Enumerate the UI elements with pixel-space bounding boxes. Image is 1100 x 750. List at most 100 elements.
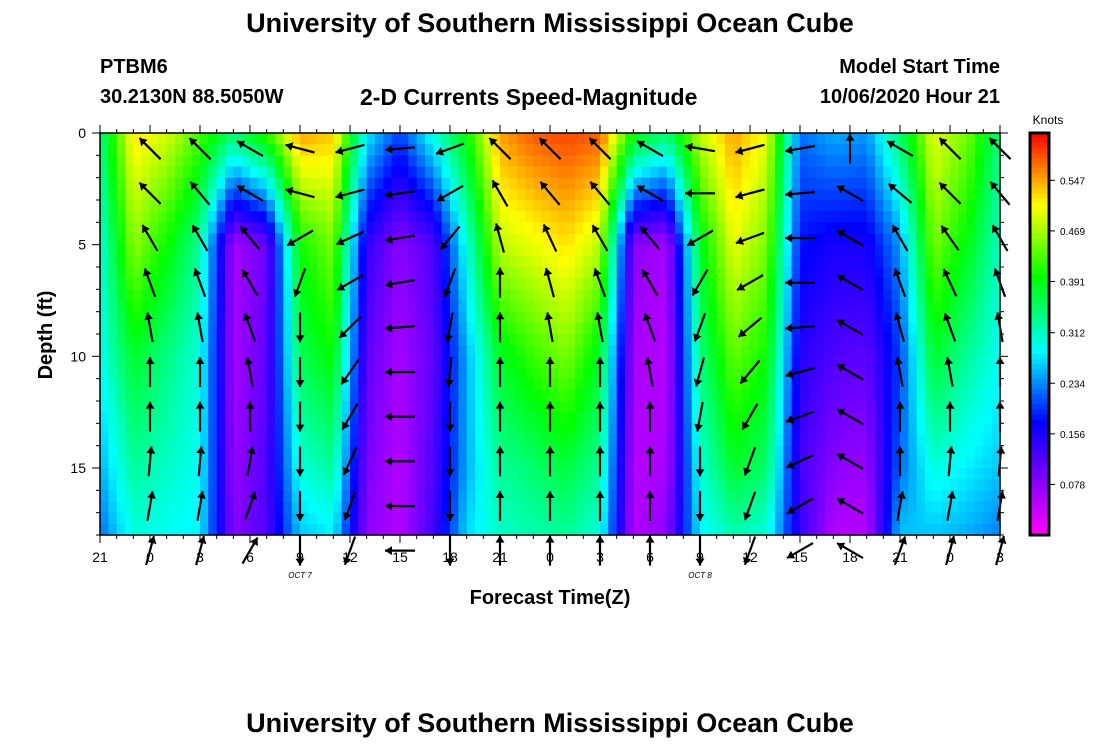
- heatmap-cell: [300, 434, 309, 447]
- colorbar-segment: [1030, 509, 1049, 516]
- heatmap-cell: [750, 267, 759, 279]
- heatmap-cell: [591, 211, 601, 223]
- heatmap-cell: [575, 211, 584, 223]
- heatmap-cell: [775, 334, 784, 346]
- heatmap-cell: [666, 222, 676, 235]
- heatmap-cell: [166, 501, 176, 514]
- heatmap-cell: [300, 412, 309, 424]
- heatmap-cell: [975, 166, 984, 179]
- heatmap-cell: [533, 468, 543, 480]
- heatmap-cell: [341, 468, 351, 480]
- heatmap-cell: [683, 412, 693, 424]
- heatmap-cell: [891, 233, 901, 246]
- heatmap-cell: [700, 211, 709, 223]
- heatmap-cell: [208, 322, 218, 335]
- heatmap-cell: [300, 445, 309, 458]
- heatmap-cell: [425, 233, 434, 246]
- heatmap-cell: [516, 166, 526, 179]
- heatmap-cell: [925, 356, 934, 369]
- heatmap-cell: [833, 456, 843, 469]
- heatmap-cell: [533, 255, 543, 268]
- heatmap-cell: [200, 345, 209, 357]
- heatmap-cell: [308, 322, 318, 335]
- heatmap-cell: [750, 423, 759, 436]
- heatmap-cell: [175, 177, 184, 190]
- heatmap-cell: [866, 166, 876, 179]
- heatmap-cell: [800, 155, 809, 168]
- heatmap-cell: [908, 311, 918, 324]
- heatmap-cell: [858, 367, 868, 380]
- heatmap-cell: [616, 501, 626, 514]
- heatmap-cell: [533, 501, 543, 514]
- heatmap-cell: [291, 144, 301, 156]
- heatmap-cell: [950, 412, 959, 424]
- heatmap-cell: [300, 378, 309, 391]
- heatmap-cell: [291, 468, 301, 480]
- heatmap-cell: [608, 501, 618, 514]
- heatmap-cell: [833, 133, 843, 145]
- heatmap-cell: [600, 345, 609, 357]
- heatmap-cell: [125, 345, 134, 357]
- heatmap-cell: [666, 345, 676, 357]
- heatmap-cell: [825, 166, 834, 179]
- heatmap-cell: [866, 200, 876, 212]
- heatmap-cell: [258, 356, 268, 369]
- heatmap-cell: [866, 468, 876, 480]
- heatmap-cell: [600, 367, 609, 380]
- heatmap-cell: [175, 255, 184, 268]
- heatmap-cell: [241, 278, 251, 290]
- heatmap-cell: [450, 166, 459, 179]
- heatmap-cell: [883, 479, 893, 491]
- heatmap-cell: [225, 389, 234, 402]
- heatmap-cell: [150, 345, 159, 357]
- heatmap-cell: [575, 222, 584, 235]
- heatmap-cell: [850, 300, 859, 313]
- heatmap-cell: [883, 144, 893, 156]
- heatmap-cell: [683, 289, 693, 302]
- heatmap-cell: [225, 468, 234, 480]
- heatmap-cell: [483, 468, 493, 480]
- current-arrow: [246, 446, 256, 477]
- heatmap-cell: [925, 479, 934, 491]
- heatmap-cell: [291, 311, 301, 324]
- heatmap-cell: [508, 490, 518, 503]
- heatmap-cell: [341, 255, 351, 268]
- heatmap-cell: [566, 479, 576, 491]
- heatmap-cell: [608, 401, 618, 413]
- heatmap-cell: [650, 456, 659, 469]
- heatmap-cell: [758, 389, 768, 402]
- heatmap-cell: [125, 267, 134, 279]
- heatmap-cell: [266, 222, 276, 235]
- heatmap-cell: [508, 479, 518, 491]
- heatmap-cell: [600, 300, 609, 313]
- heatmap-cell: [400, 233, 409, 246]
- heatmap-cell: [383, 166, 393, 179]
- heatmap-cell: [691, 222, 701, 235]
- heatmap-cell: [825, 434, 834, 447]
- heatmap-cell: [416, 289, 426, 302]
- heatmap-cell: [158, 244, 168, 257]
- heatmap-cell: [425, 401, 434, 413]
- heatmap-cell: [483, 456, 493, 469]
- heatmap-cell: [558, 222, 568, 235]
- heatmap-cell: [558, 311, 568, 324]
- heatmap-cell: [158, 289, 168, 302]
- heatmap-cell: [500, 367, 509, 380]
- current-arrow: [285, 186, 315, 199]
- heatmap-cell: [875, 501, 884, 514]
- heatmap-cell: [116, 322, 126, 335]
- heatmap-cell: [933, 456, 943, 469]
- heatmap-cell: [316, 144, 326, 156]
- heatmap-cell: [383, 133, 393, 145]
- heatmap-cell: [925, 456, 934, 469]
- heatmap-cell: [583, 322, 593, 335]
- heatmap-cell: [741, 479, 751, 491]
- heatmap-cell: [158, 490, 168, 503]
- heatmap-cell: [883, 222, 893, 235]
- heatmap-cell: [841, 322, 851, 335]
- heatmap-cell: [608, 434, 618, 447]
- heatmap-cell: [550, 479, 559, 491]
- heatmap-cell: [591, 434, 601, 447]
- heatmap-cell: [508, 367, 518, 380]
- heatmap-cell: [900, 345, 909, 357]
